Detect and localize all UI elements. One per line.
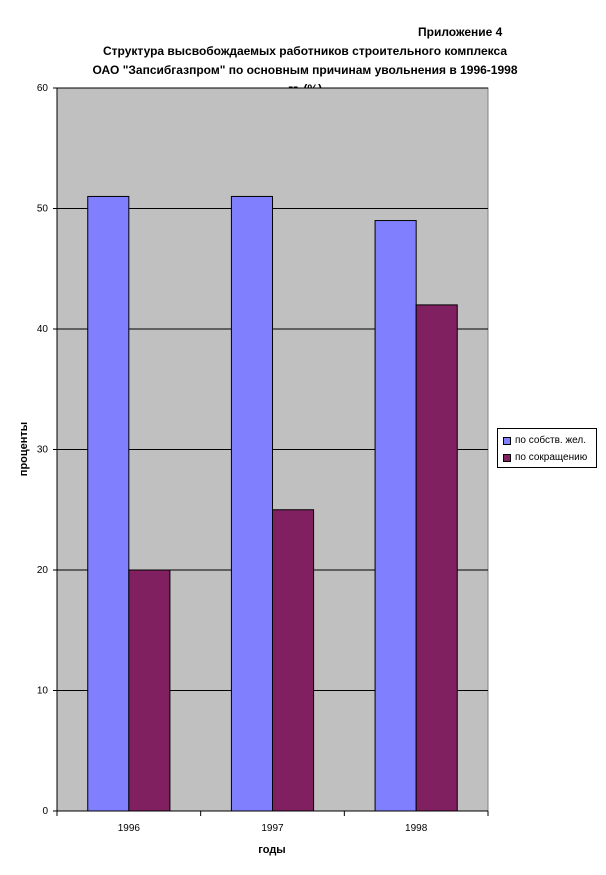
y-tick-label: 60 bbox=[37, 83, 49, 94]
legend-item-2: по сокращению bbox=[503, 449, 596, 466]
legend: по собств. жел. по сокращению bbox=[497, 428, 597, 468]
legend-item-1: по собств. жел. bbox=[503, 432, 596, 449]
legend-swatch-2 bbox=[503, 453, 511, 462]
x-tick-label: 1998 bbox=[405, 823, 428, 834]
y-tick-label: 10 bbox=[37, 686, 49, 697]
legend-label-1: по собств. жел. bbox=[515, 435, 587, 446]
y-tick-label: 30 bbox=[37, 445, 49, 456]
legend-label-2: по сокращению bbox=[515, 452, 588, 463]
y-tick-label: 0 bbox=[42, 806, 48, 817]
chart-title-line-1: Структура высвобождаемых работников стро… bbox=[103, 44, 507, 58]
bar-2-1997 bbox=[272, 509, 315, 812]
y-tick-label: 40 bbox=[37, 324, 49, 335]
bar-2-1998 bbox=[415, 304, 458, 812]
bar-1-1997 bbox=[230, 195, 273, 812]
y-tick-label: 50 bbox=[37, 204, 49, 215]
y-tick-label: 20 bbox=[37, 565, 49, 576]
x-tick-label: 1996 bbox=[118, 823, 141, 834]
x-axis-label: годы bbox=[258, 844, 286, 856]
bar-2-1996 bbox=[128, 569, 171, 812]
y-axis-label: проценты bbox=[18, 421, 30, 477]
bar-1-1996 bbox=[87, 195, 130, 812]
x-tick-label: 1997 bbox=[261, 823, 284, 834]
appendix-label: Приложение 4 bbox=[418, 25, 503, 39]
legend-swatch-1 bbox=[503, 436, 511, 445]
chart-title-line-2: ОАО "Запсибгазпром" по основным причинам… bbox=[92, 63, 518, 77]
bar-1-1998 bbox=[374, 220, 417, 812]
